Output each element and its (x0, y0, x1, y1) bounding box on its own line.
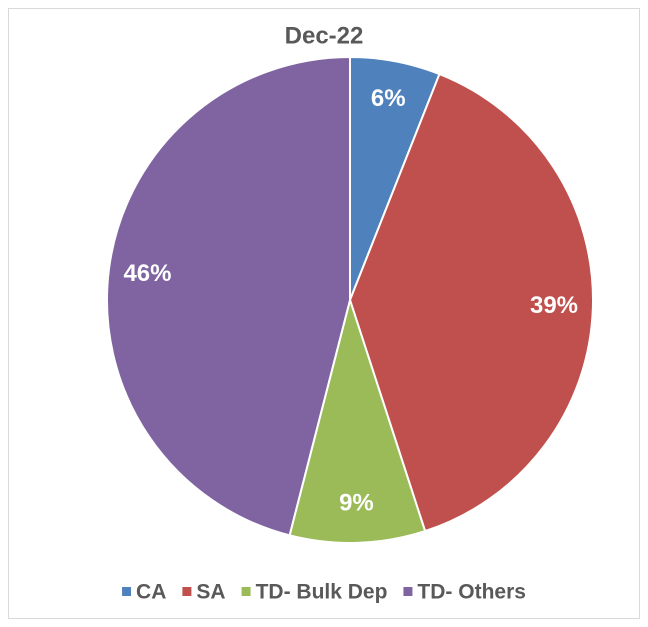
legend-label: TD- Bulk Dep (256, 581, 388, 604)
data-label: 39% (530, 292, 578, 319)
pie-slice (106, 55, 351, 537)
data-label: 6% (371, 85, 406, 112)
data-label: 46% (123, 260, 171, 287)
legend-label: TD- Others (417, 581, 526, 604)
legend-marker (182, 587, 192, 596)
legend-marker (241, 587, 251, 596)
legend-label: SA (196, 581, 225, 604)
data-label: 9% (339, 489, 374, 516)
pie-slice (348, 72, 594, 533)
legend-label: CA (136, 581, 166, 604)
pie-slice (288, 296, 427, 544)
legend-marker (403, 587, 413, 596)
chart-title: Dec-22 (285, 22, 364, 49)
legend-marker (122, 587, 132, 596)
